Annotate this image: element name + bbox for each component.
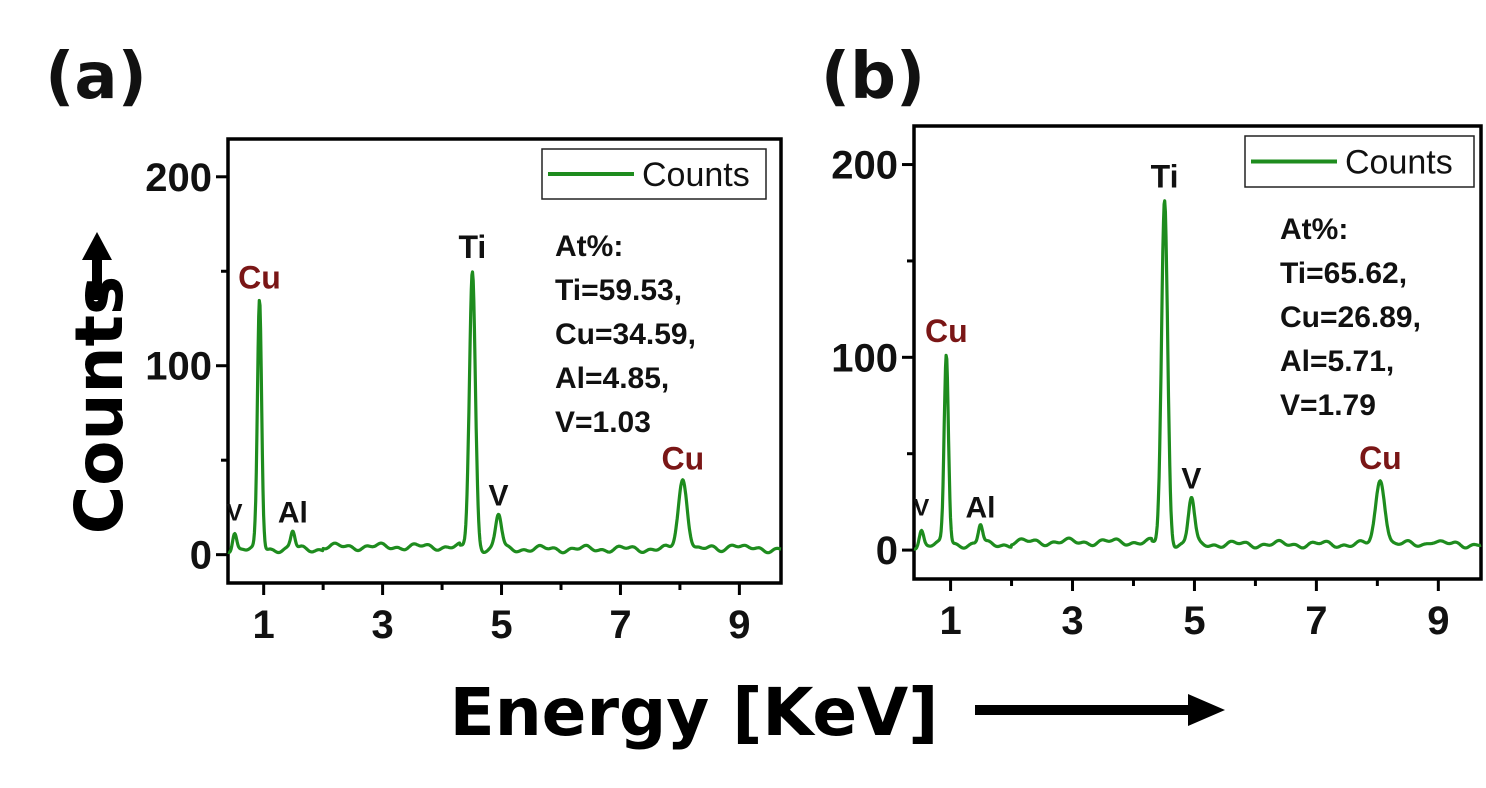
composition-line: At%: [1280,213,1348,246]
y-tick-label: 100 [831,336,898,380]
composition-line: Ti=59.53, [555,274,682,307]
y-tick-label: 100 [145,345,212,389]
composition-line: Al=4.85, [555,362,669,395]
composition-line: V=1.79 [1280,389,1376,422]
peak-label-v: V [227,500,243,527]
panel-label: (b) [821,40,925,114]
x-tick-label: 9 [1427,599,1449,643]
y-tick-label: 200 [831,144,898,188]
peak-label-ti: Ti [1151,159,1179,195]
legend-label: Counts [1345,144,1453,182]
panel-b-chart: (b) 1 3 5 7 9 0 100 200 V Cu Al Ti V Cu Counts At%: Ti=65… [821,40,1483,643]
x-tick-label: 1 [253,603,275,647]
y-axis-title: Counts [61,276,138,535]
legend-box [541,148,767,200]
counts-series-line [912,199,1483,551]
x-tick-label: 1 [939,599,961,643]
plot-frame [226,137,783,585]
peak-label-ti: Ti [458,229,486,265]
composition-line: Al=5.71, [1280,345,1394,378]
y-axis-arrow [82,232,112,300]
composition-line: Ti=65.62, [1280,257,1407,290]
peak-label-v: V [1181,462,1201,495]
peak-label-cu: Cu [238,259,281,295]
panel-label: (a) [45,40,147,114]
composition-line: V=1.03 [555,406,651,439]
counts-series-line [227,270,783,555]
x-tick-label: 5 [490,603,512,647]
legend-label: Counts [642,156,750,194]
x-axis-title: Energy [KeV] [450,674,939,751]
composition-line: Cu=26.89, [1280,301,1421,334]
x-tick-label: 7 [609,603,631,647]
y-tick-label: 200 [145,156,212,200]
y-tick-label: 0 [190,534,212,578]
x-tick-label: 5 [1183,599,1205,643]
peak-label-v: V [489,480,509,513]
peak-label-cu: Cu [1359,440,1402,476]
peak-label-al: Al [278,497,308,530]
x-tick-label: 7 [1305,599,1327,643]
peak-label-v: V [913,494,929,521]
composition-line: At%: [555,230,623,263]
panel-a-chart: (a) 1 3 5 7 9 0 100 200 V Cu Al Ti V Cu Counts At%: Ti=59… [45,40,783,647]
x-axis-arrow [975,694,1225,726]
peak-label-cu: Cu [925,313,968,349]
x-tick-label: 9 [728,603,750,647]
peak-label-al: Al [965,491,995,524]
y-tick-label: 0 [876,529,898,573]
plot-frame [912,124,1483,581]
peak-label-cu: Cu [662,441,705,477]
composition-line: Cu=34.59, [555,318,696,351]
x-tick-label: 3 [1061,599,1083,643]
x-tick-label: 3 [371,603,393,647]
